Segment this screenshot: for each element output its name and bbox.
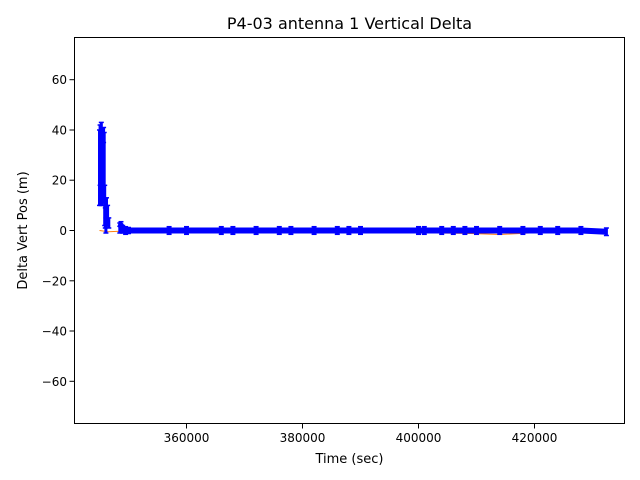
y-tick-label: −60 — [42, 375, 67, 389]
series-layer — [97, 121, 609, 237]
series-1-errorbars — [97, 121, 609, 237]
series-1-band — [117, 222, 607, 235]
y-tick-label: 20 — [52, 174, 67, 188]
y-tick-label: 60 — [52, 73, 67, 87]
x-tick-label: 360000 — [164, 431, 210, 445]
y-axis-label: Delta Vert Pos (m) — [16, 171, 31, 289]
y-tick-label: −40 — [42, 325, 67, 339]
axes-frame — [74, 37, 625, 424]
series-clip-group — [97, 121, 609, 237]
chart-title: P4-03 antenna 1 Vertical Delta — [227, 14, 472, 33]
x-tick-label: 400000 — [396, 431, 442, 445]
y-tick-label: −20 — [42, 274, 67, 288]
x-tick-label: 420000 — [512, 431, 558, 445]
y-tick-label: 40 — [52, 124, 67, 138]
axes-layer: 360000 380000 400000 420000 −60 −40 −20 0 20 40 60 — [42, 37, 625, 445]
x-tick-label: 380000 — [280, 431, 326, 445]
x-axis-label: Time (sec) — [314, 452, 383, 467]
y-tick-label: 0 — [59, 224, 67, 238]
